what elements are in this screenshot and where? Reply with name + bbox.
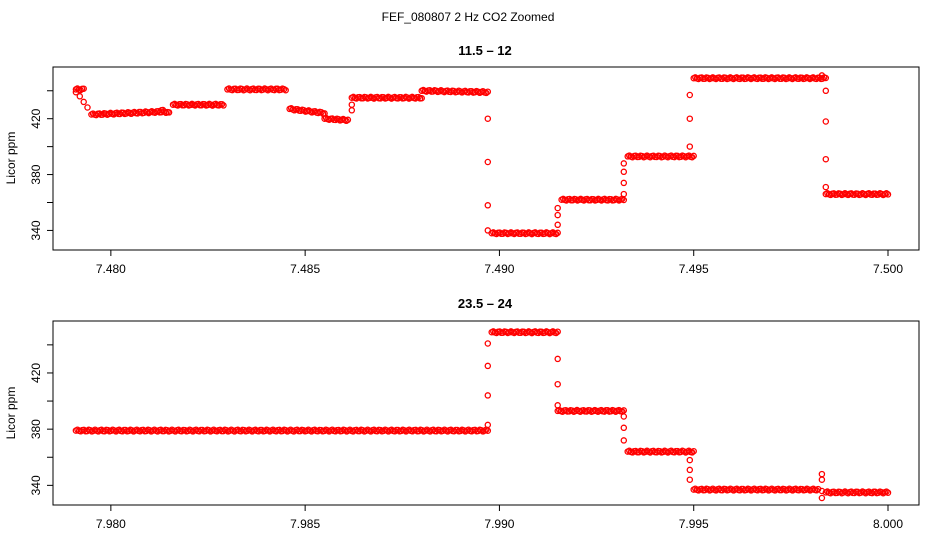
panel-top-ytick-label: 420: [29, 108, 43, 128]
data-point: [822, 183, 830, 191]
data-point: [344, 116, 352, 124]
panel-top-points: [72, 72, 892, 238]
panel-top-title: 11.5 – 12: [458, 43, 512, 58]
data-point: [620, 168, 628, 176]
data-point: [484, 202, 492, 209]
data-point: [688, 153, 696, 161]
data-point: [415, 93, 422, 101]
data-point: [818, 487, 826, 495]
panel-top: 11.5 – 12 Licor ppm 7.480 7.485 7.490 7.495…: [4, 43, 920, 276]
panel-top-xtick-label: 7.500: [873, 262, 903, 276]
panel-bottom-ytick-label: 420: [29, 363, 43, 383]
data-point: [484, 158, 492, 166]
data-point: [418, 94, 425, 102]
panel-top-ylabel: Licor ppm: [4, 132, 18, 185]
panel-bottom-ylabel: Licor ppm: [4, 387, 18, 440]
data-point: [620, 437, 628, 444]
data-point: [484, 88, 492, 95]
data-point: [484, 115, 492, 122]
data-point: [822, 155, 830, 163]
data-point: [686, 456, 694, 464]
data-point: [220, 102, 227, 109]
data-point: [690, 152, 697, 160]
data-point: [484, 340, 492, 347]
data-point: [554, 380, 561, 388]
data-point: [686, 466, 694, 474]
data-point: [620, 407, 628, 414]
data-point: [554, 402, 561, 409]
data-point: [348, 101, 356, 108]
data-point: [620, 413, 628, 420]
data-point: [218, 100, 226, 108]
data-point: [72, 88, 80, 96]
data-point: [884, 191, 892, 198]
data-point: [818, 476, 826, 483]
data-point: [348, 107, 356, 114]
panel-top-ytick-label: 380: [29, 164, 43, 184]
data-point: [686, 115, 694, 122]
data-point: [484, 362, 492, 370]
panel-top-ytick-label: 340: [29, 220, 43, 240]
data-point: [282, 86, 289, 94]
data-point: [165, 109, 173, 116]
panel-bottom-xaxis: 7.980 7.985 7.990 7.995 8.000: [96, 505, 903, 531]
panel-top-xtick-label: 7.485: [290, 262, 320, 276]
data-point: [822, 118, 830, 125]
data-point: [318, 109, 325, 116]
data-point: [822, 87, 830, 95]
panel-top-xtick-label: 7.495: [679, 262, 709, 276]
data-point: [620, 190, 628, 198]
data-point: [686, 143, 694, 150]
panel-top-xtick-label: 7.480: [96, 262, 126, 276]
data-point: [818, 72, 826, 79]
data-point: [554, 211, 561, 219]
panel-top-yaxis: 340 380 420: [29, 90, 53, 240]
data-point: [690, 447, 697, 455]
panel-bottom-ytick-label: 340: [29, 475, 43, 495]
data-point: [554, 229, 561, 237]
data-point: [686, 476, 694, 483]
data-point: [554, 355, 561, 363]
panel-bottom-xtick-label: 7.995: [679, 517, 709, 531]
panel-bottom-xtick-label: 8.000: [873, 517, 903, 531]
panel-bottom-ytick-label: 380: [29, 419, 43, 439]
data-point: [76, 93, 84, 100]
data-point: [818, 494, 826, 502]
panel-bottom-yaxis: 340 380 420: [29, 344, 53, 495]
data-point: [484, 227, 492, 234]
data-point: [84, 104, 91, 111]
panel-top-xtick-label: 7.490: [484, 262, 514, 276]
panel-bottom-xtick-label: 7.985: [290, 517, 320, 531]
panel-bottom-xtick-label: 7.990: [484, 517, 514, 531]
data-point: [80, 98, 87, 106]
panel-top-frame: [52, 66, 920, 251]
panel-bottom-xtick-label: 7.980: [96, 517, 126, 531]
data-point: [818, 470, 826, 478]
data-point: [620, 196, 628, 204]
data-point: [554, 221, 561, 229]
data-point: [554, 204, 561, 212]
panel-bottom-frame: [52, 320, 920, 506]
data-point: [620, 179, 628, 187]
panel-top-xaxis: 7.480 7.485 7.490 7.495 7.500: [96, 250, 903, 276]
data-point: [80, 85, 87, 92]
figure-title: FEF_080807 2 Hz CO2 Zoomed: [382, 10, 555, 24]
data-point: [884, 489, 892, 496]
data-point: [554, 328, 561, 335]
data-point: [620, 424, 628, 432]
data-point: [552, 329, 560, 337]
panel-bottom: 23.5 – 24 Licor ppm 7.980 7.985 7.990 7.995…: [4, 296, 920, 531]
panel-bottom-points: [72, 328, 892, 502]
panel-bottom-title: 23.5 – 24: [458, 296, 513, 311]
data-point: [620, 160, 628, 167]
data-point: [484, 421, 492, 429]
data-point: [484, 392, 492, 399]
data-point: [686, 91, 694, 99]
